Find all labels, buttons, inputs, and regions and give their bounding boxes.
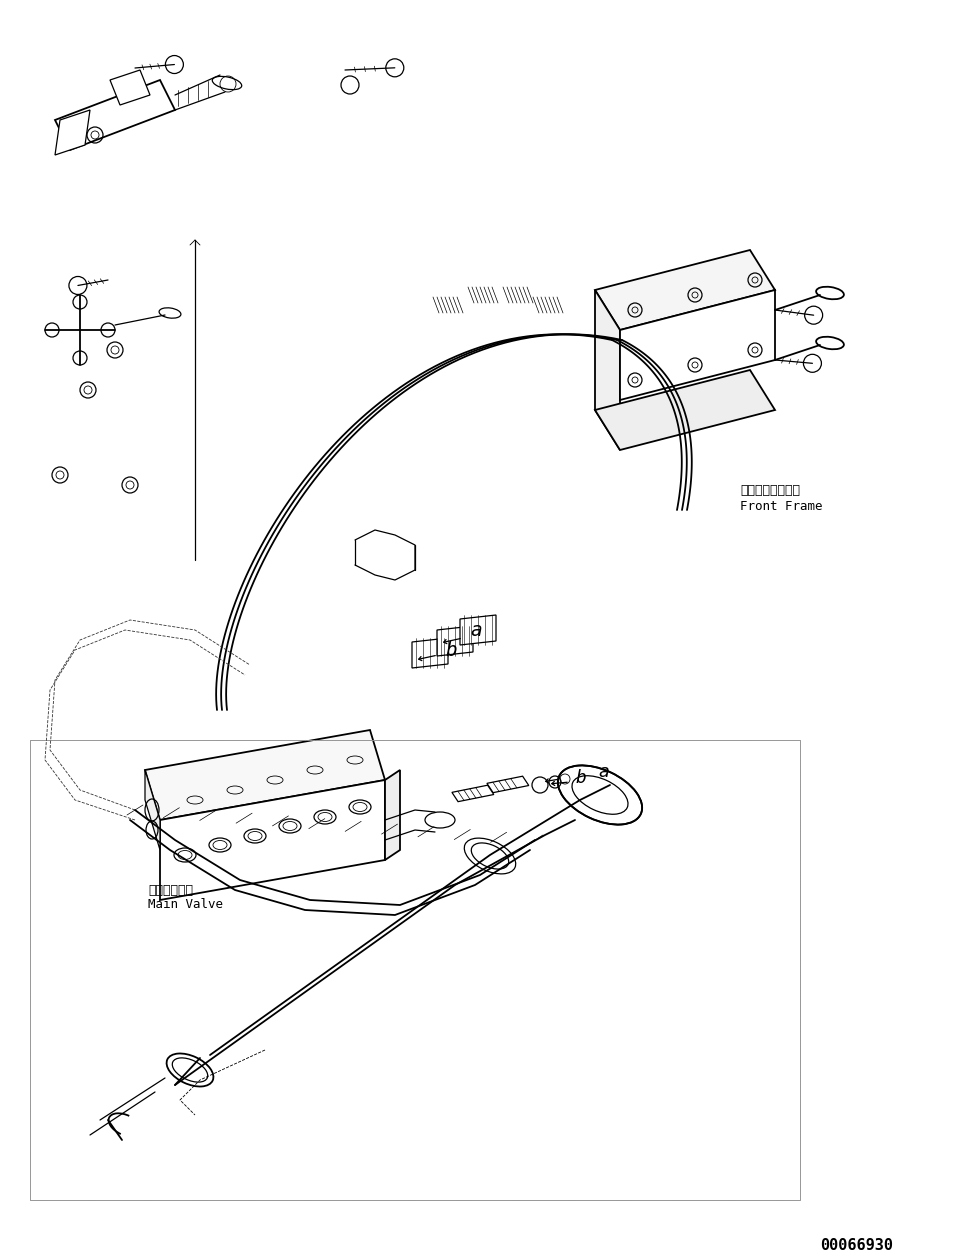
- Polygon shape: [145, 770, 160, 850]
- Circle shape: [73, 351, 87, 365]
- Text: a: a: [598, 764, 609, 781]
- Ellipse shape: [213, 77, 242, 89]
- Text: メインバルブ: メインバルブ: [148, 883, 193, 897]
- Polygon shape: [620, 291, 775, 400]
- Text: Main Valve: Main Valve: [148, 898, 223, 912]
- Polygon shape: [595, 291, 620, 450]
- Polygon shape: [595, 250, 775, 330]
- Text: Front Frame: Front Frame: [740, 501, 822, 513]
- Polygon shape: [452, 785, 494, 801]
- Circle shape: [804, 355, 821, 372]
- Circle shape: [69, 277, 87, 294]
- Circle shape: [73, 294, 87, 309]
- Ellipse shape: [816, 287, 844, 299]
- Circle shape: [101, 323, 115, 337]
- Polygon shape: [412, 638, 448, 668]
- Polygon shape: [55, 81, 175, 150]
- Text: フロントフレーム: フロントフレーム: [740, 483, 800, 497]
- Ellipse shape: [558, 765, 642, 824]
- Polygon shape: [145, 730, 385, 820]
- Circle shape: [805, 306, 823, 325]
- Polygon shape: [487, 776, 528, 793]
- Polygon shape: [595, 370, 775, 450]
- Polygon shape: [110, 70, 150, 104]
- Text: b: b: [575, 769, 585, 788]
- Polygon shape: [460, 615, 496, 645]
- Text: b: b: [445, 640, 457, 659]
- Ellipse shape: [159, 308, 181, 318]
- Ellipse shape: [166, 1053, 213, 1087]
- Circle shape: [165, 55, 184, 73]
- Text: a: a: [470, 620, 482, 639]
- Ellipse shape: [816, 337, 844, 350]
- Polygon shape: [55, 109, 90, 155]
- Polygon shape: [437, 626, 473, 655]
- Circle shape: [385, 59, 404, 77]
- Text: 00066930: 00066930: [820, 1238, 893, 1253]
- Polygon shape: [160, 780, 385, 899]
- Polygon shape: [385, 770, 400, 860]
- Circle shape: [45, 323, 59, 337]
